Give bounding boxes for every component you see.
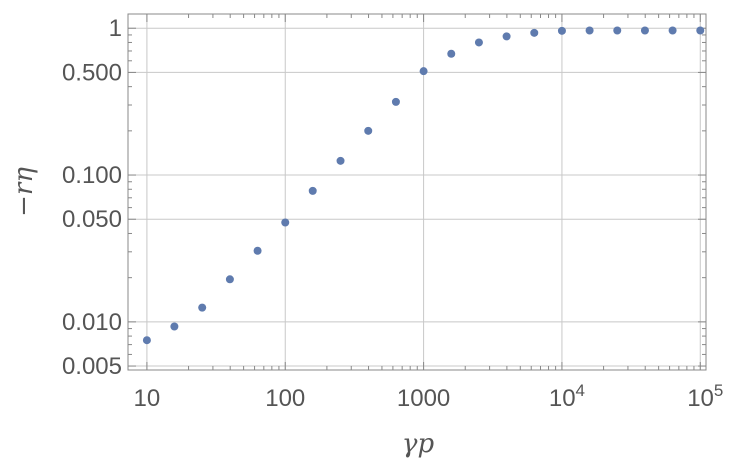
plot-frame <box>127 13 707 371</box>
x-tick-labels: 10 100 1000 104 105 <box>134 381 724 412</box>
data-point <box>142 336 151 345</box>
x-tick-label: 105 <box>687 381 723 412</box>
data-point <box>530 28 539 37</box>
data-points <box>142 26 705 345</box>
data-point <box>170 322 179 331</box>
data-point <box>640 26 649 35</box>
data-point <box>391 97 400 106</box>
data-point <box>336 156 345 165</box>
data-point <box>447 49 456 58</box>
axis-ticks <box>128 14 706 370</box>
data-point <box>585 26 594 35</box>
data-point <box>281 218 290 227</box>
y-axis-label: −rη <box>9 167 39 217</box>
data-point <box>198 303 207 312</box>
y-tick-label: 0.005 <box>62 353 122 380</box>
y-tick-label: 1 <box>109 15 122 42</box>
y-tick-label: 0.050 <box>62 206 122 233</box>
data-point <box>613 26 622 35</box>
data-point <box>225 275 234 284</box>
y-tick-label: 0.010 <box>62 309 122 336</box>
x-tick-label: 100 <box>265 385 305 412</box>
data-point <box>419 67 428 76</box>
y-tick-labels: 1 0.500 0.100 0.050 0.010 0.005 <box>62 15 122 380</box>
data-point <box>308 186 317 195</box>
data-point <box>668 26 677 35</box>
x-tick-label: 104 <box>549 381 585 412</box>
grid-lines <box>128 14 706 370</box>
x-tick-label: 10 <box>134 385 161 412</box>
data-point <box>364 126 373 135</box>
x-axis-label: γp <box>402 429 435 459</box>
data-point <box>474 38 483 47</box>
y-tick-label: 0.100 <box>62 162 122 189</box>
y-tick-label: 0.500 <box>62 59 122 86</box>
data-point <box>253 246 262 255</box>
data-point <box>557 26 566 35</box>
x-tick-label: 1000 <box>397 385 450 412</box>
data-point <box>502 32 511 41</box>
data-point <box>696 26 705 35</box>
